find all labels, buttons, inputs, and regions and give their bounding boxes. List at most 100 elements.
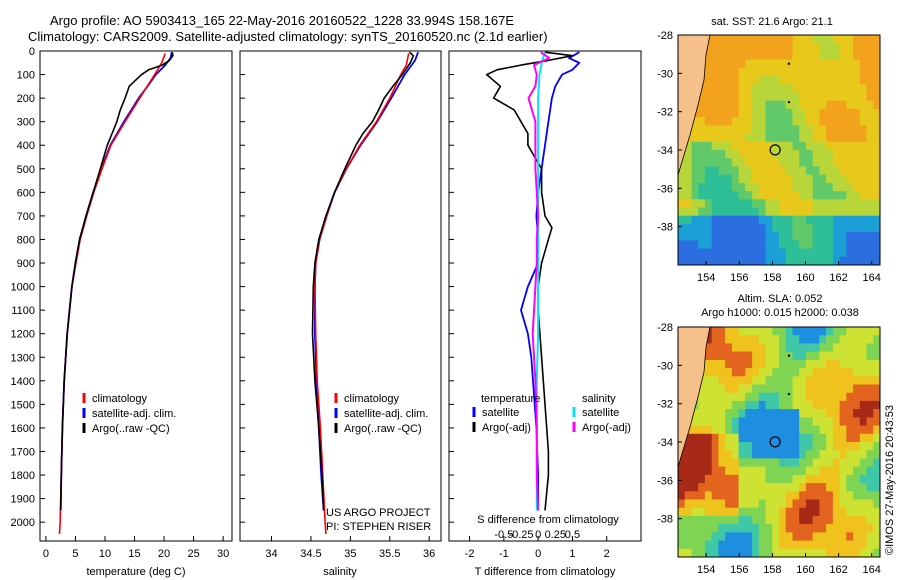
- sst-map-cell: [853, 223, 861, 233]
- sla-map-cell: [704, 458, 713, 468]
- sst-map-cell: [866, 150, 874, 159]
- sst-map-cell: [731, 150, 740, 159]
- sla-map-cell: [678, 491, 686, 500]
- sst-map-cell: [853, 108, 861, 118]
- sst-map-cell: [805, 117, 814, 126]
- sst-map-cell: [805, 248, 814, 258]
- sst-map-cell: [799, 100, 807, 110]
- temperature-xtick-label: 15: [128, 548, 140, 560]
- sla-map-cell: [772, 409, 780, 418]
- sst-map-cell: [839, 43, 847, 52]
- sst-map-cell: [779, 240, 787, 250]
- sla-map-cell: [711, 409, 719, 418]
- sst-map-cell: [873, 92, 881, 102]
- sst-map-cell: [765, 84, 773, 93]
- sst-map-cell: [866, 174, 874, 184]
- sla-map-cell: [691, 450, 699, 459]
- sla-map-cell: [873, 466, 881, 476]
- sla-map-cell: [846, 466, 854, 476]
- sla-map-cell: [785, 417, 793, 427]
- sla-map-cell: [725, 335, 733, 344]
- sla-map-cell: [745, 335, 753, 344]
- sla-map-cell: [704, 474, 713, 484]
- sla-map-cell: [785, 532, 793, 542]
- sst-map-cell: [725, 108, 733, 118]
- sla-map-cell: [839, 384, 847, 394]
- sla-map-cell: [859, 532, 867, 542]
- sla-map-cell: [859, 351, 867, 361]
- sst-map-cell: [698, 100, 706, 110]
- sst-map-argo-location-marker: [769, 144, 781, 156]
- sla-map-cell: [772, 474, 780, 484]
- sst-map-cell: [832, 35, 841, 44]
- sst-map-cell: [691, 141, 699, 151]
- sla-map-cell: [718, 474, 726, 484]
- sst-map-cell: [745, 199, 753, 208]
- sst-map-cell: [846, 76, 854, 85]
- sst-map-cell: [859, 76, 867, 85]
- sla-map-cell: [718, 442, 726, 451]
- sla-map-cell: [792, 532, 800, 542]
- sla-map-cell: [779, 425, 787, 435]
- sla-map-cell: [704, 343, 713, 353]
- salinity-climatology-line: [314, 53, 410, 534]
- sla-map-cell: [799, 335, 807, 344]
- sst-map-cell: [745, 125, 753, 135]
- sst-map-cell: [765, 207, 773, 217]
- sst-map-cell: [704, 51, 713, 61]
- sst-map-cell: [839, 100, 847, 110]
- sst-map-cell: [772, 223, 780, 233]
- sst-map-cell: [779, 117, 787, 126]
- sla-map-cell: [758, 400, 766, 410]
- sla-map-cell: [698, 491, 706, 500]
- sst-map-cell: [785, 158, 793, 167]
- sla-map-cell: [805, 392, 814, 402]
- sst-map-cell: [853, 182, 861, 192]
- sst-map-cell: [779, 84, 787, 93]
- sst-map-cell: [819, 166, 827, 176]
- sla-map-cell: [731, 540, 740, 550]
- sla-map-cell: [859, 540, 867, 550]
- sst-map-cell: [873, 182, 881, 192]
- sla-map-cell: [785, 540, 793, 550]
- sla-map-cell: [725, 532, 733, 542]
- sst-map-cell: [758, 141, 766, 151]
- sla-map-cell: [846, 507, 854, 517]
- sla-map-cell: [805, 450, 814, 459]
- salinity-xtick-label: 36: [423, 548, 435, 560]
- sst-map-cell: [738, 35, 746, 44]
- sla-map-cell: [738, 483, 746, 492]
- sla-map-cell: [731, 392, 740, 402]
- sst-map-cell: [698, 240, 706, 250]
- sla-map-cell: [866, 425, 874, 435]
- sst-map-cell: [812, 92, 820, 102]
- sla-map-cell: [718, 400, 726, 410]
- sla-map-cell: [752, 442, 760, 451]
- sla-map-cell: [779, 507, 787, 517]
- sla-map-cell: [704, 548, 713, 558]
- sst-map-cell: [866, 182, 874, 192]
- sst-map-cell: [738, 141, 746, 151]
- sst-map-cell: [731, 125, 740, 135]
- sla-map-cell: [745, 368, 753, 377]
- sla-map-cell: [805, 351, 814, 361]
- sst-map-cell: [779, 158, 787, 167]
- sst-map-cell: [684, 158, 692, 167]
- sla-map-cell: [846, 548, 854, 558]
- sst-map-cell: [785, 100, 793, 110]
- sst-map-cell: [805, 67, 814, 77]
- sla-map-cell: [711, 499, 719, 509]
- sst-map-cell: [772, 100, 780, 110]
- sla-map-cell: [711, 474, 719, 484]
- sst-map-cell: [812, 59, 820, 69]
- sla-map-cell: [792, 400, 800, 410]
- sla-map-cell: [779, 359, 787, 369]
- sla-map-cell: [832, 409, 841, 418]
- sst-map-cell: [765, 92, 773, 102]
- sst-map-cell: [718, 117, 726, 126]
- sla-map-ytick-label: -28: [657, 322, 673, 334]
- sla-map-cell: [738, 491, 746, 500]
- sla-map-cell: [812, 450, 820, 459]
- sla-map-cell: [853, 548, 861, 558]
- sla-map-cell: [758, 515, 766, 525]
